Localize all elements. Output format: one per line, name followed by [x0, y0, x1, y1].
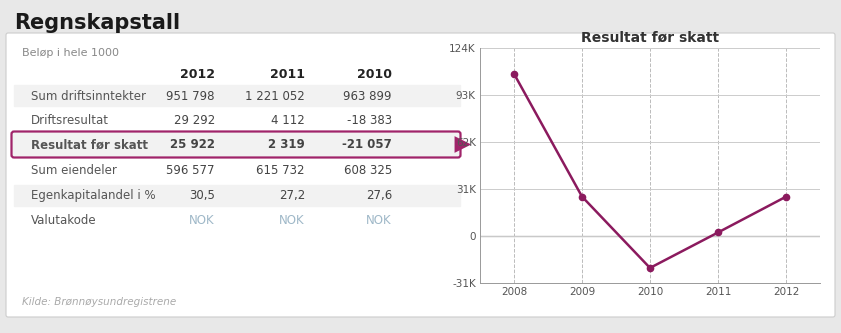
Text: 2 319: 2 319: [268, 139, 305, 152]
Bar: [14, 85, 460, 106]
Text: 30,5: 30,5: [189, 189, 215, 202]
Text: 4 112: 4 112: [272, 114, 305, 127]
Text: 29 292: 29 292: [174, 114, 215, 127]
Text: Sum eiendeler: Sum eiendeler: [31, 165, 117, 177]
Text: 2011: 2011: [270, 68, 305, 81]
Text: 1 221 052: 1 221 052: [246, 90, 305, 103]
Text: 27,6: 27,6: [366, 189, 392, 202]
Bar: [14, 185, 460, 206]
Text: Beløp i hele 1000: Beløp i hele 1000: [22, 48, 119, 58]
Text: 615 732: 615 732: [257, 165, 305, 177]
Text: Sum driftsinntekter: Sum driftsinntekter: [31, 90, 146, 103]
Text: NOK: NOK: [189, 214, 215, 227]
Text: Valutakode: Valutakode: [31, 214, 97, 227]
Text: 2012: 2012: [180, 68, 215, 81]
Text: 25 922: 25 922: [170, 139, 215, 152]
FancyArrowPatch shape: [454, 136, 471, 153]
Text: Kilde: Brønnøysundregistrene: Kilde: Brønnøysundregistrene: [22, 297, 177, 307]
FancyBboxPatch shape: [12, 132, 461, 158]
Text: Driftsresultat: Driftsresultat: [31, 114, 109, 127]
Text: 963 899: 963 899: [343, 90, 392, 103]
Text: Egenkapitalandel i %: Egenkapitalandel i %: [31, 189, 156, 202]
Text: Regnskapstall: Regnskapstall: [14, 13, 180, 33]
Text: 951 798: 951 798: [167, 90, 215, 103]
Text: 27,2: 27,2: [278, 189, 305, 202]
Text: -18 383: -18 383: [346, 114, 392, 127]
Text: 608 325: 608 325: [344, 165, 392, 177]
Text: 2010: 2010: [357, 68, 392, 81]
FancyBboxPatch shape: [6, 33, 835, 317]
Title: Resultat før skatt: Resultat før skatt: [581, 30, 719, 44]
Text: Resultat før skatt: Resultat før skatt: [31, 139, 148, 152]
Text: NOK: NOK: [279, 214, 305, 227]
Text: NOK: NOK: [367, 214, 392, 227]
Text: 596 577: 596 577: [167, 165, 215, 177]
Text: -21 057: -21 057: [342, 139, 392, 152]
